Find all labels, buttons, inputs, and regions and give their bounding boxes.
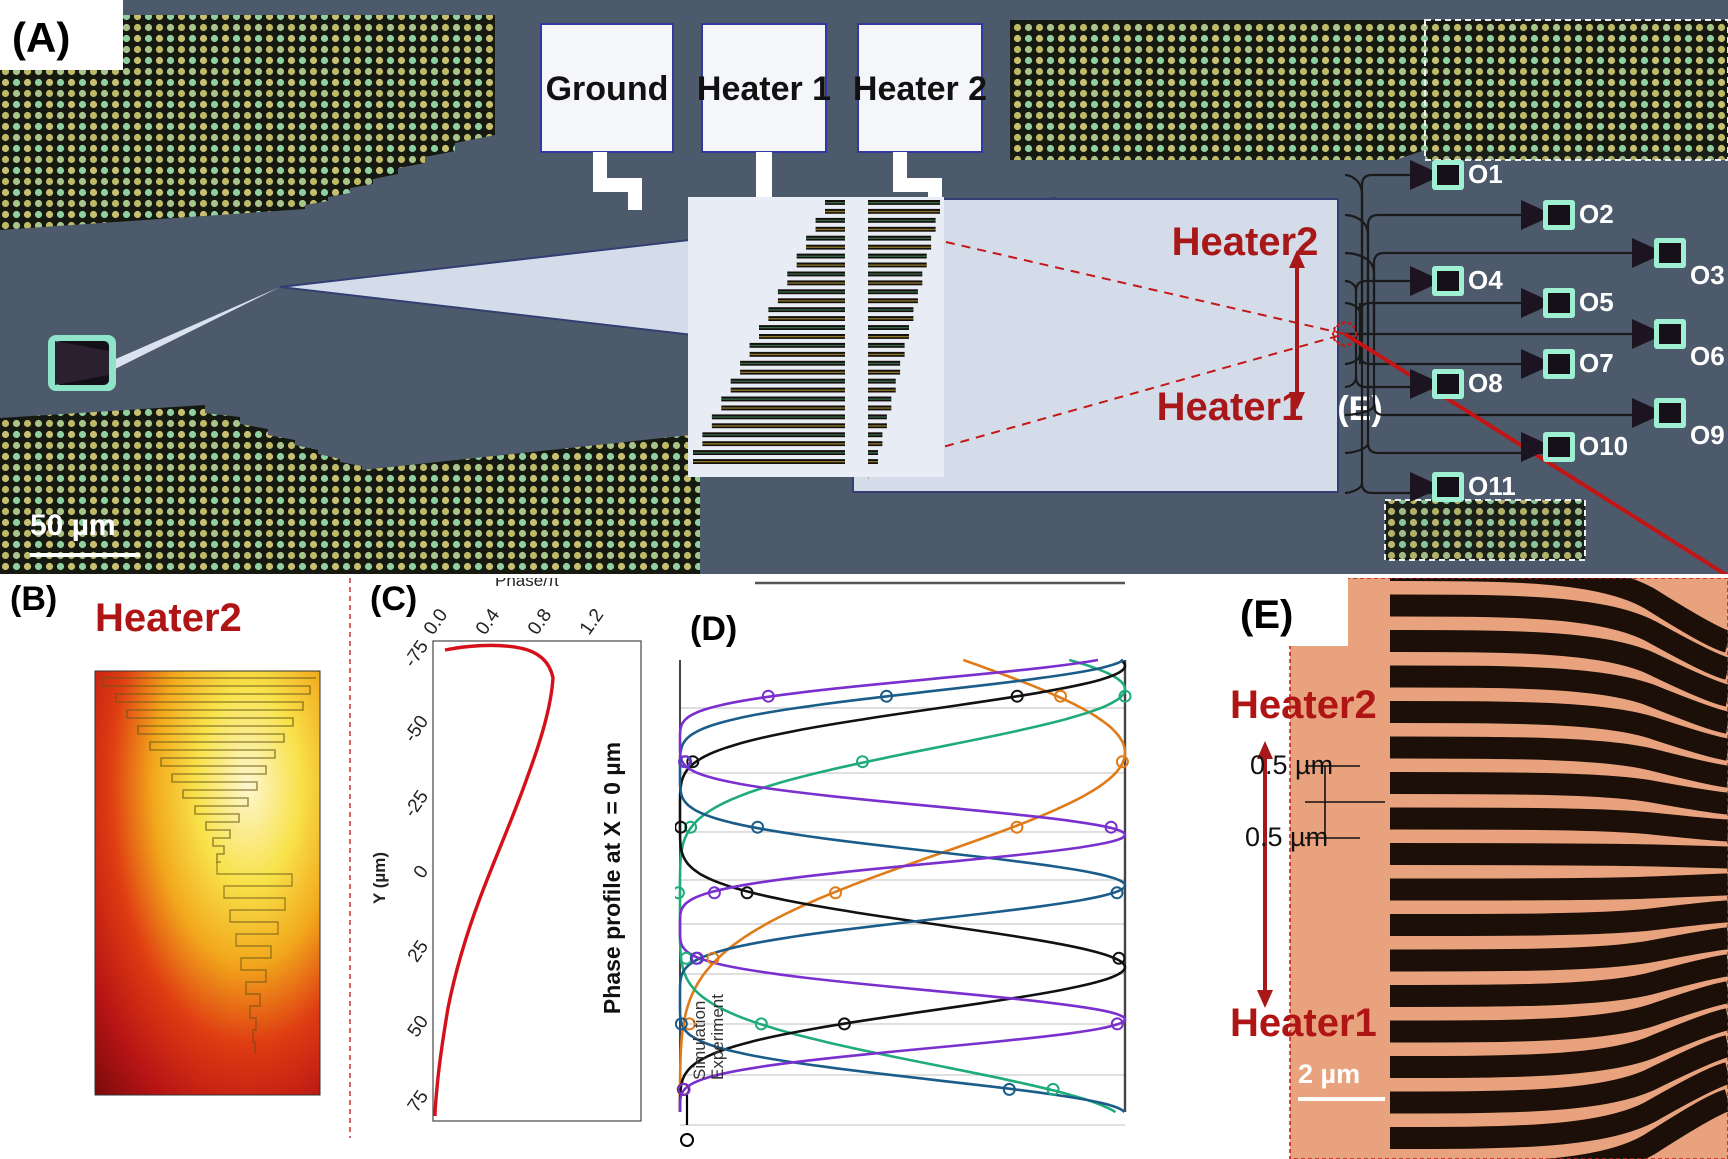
- svg-text:25: 25: [404, 937, 433, 966]
- svg-text:Simulation: Simulation: [690, 1001, 709, 1080]
- svg-text:50: 50: [404, 1012, 433, 1041]
- svg-text:Experiment: Experiment: [708, 994, 727, 1080]
- svg-text:Heater2: Heater2: [1172, 220, 1319, 264]
- svg-text:O5: O5: [1579, 287, 1614, 317]
- svg-text:O11: O11: [1468, 471, 1516, 501]
- svg-text:Phase/π: Phase/π: [495, 578, 560, 590]
- svg-text:Heater1: Heater1: [1230, 1001, 1377, 1045]
- svg-text:Heater 1: Heater 1: [697, 70, 831, 108]
- svg-text:Y (µm): Y (µm): [370, 852, 389, 904]
- svg-text:0.5 µm: 0.5 µm: [1245, 822, 1328, 852]
- svg-text:O9: O9: [1690, 420, 1725, 450]
- svg-text:Heater1: Heater1: [1157, 385, 1304, 429]
- svg-text:O6: O6: [1690, 341, 1725, 371]
- svg-text:1.2: 1.2: [576, 605, 608, 639]
- svg-text:Phase profile at X = 0 µm: Phase profile at X = 0 µm: [599, 742, 625, 1014]
- svg-text:(A): (A): [12, 14, 70, 61]
- svg-text:O4: O4: [1468, 265, 1503, 295]
- svg-text:Heater 2: Heater 2: [853, 70, 987, 108]
- svg-text:Ground: Ground: [546, 70, 669, 108]
- svg-text:O2: O2: [1579, 199, 1614, 229]
- svg-text:O3: O3: [1690, 260, 1725, 290]
- svg-text:-50: -50: [400, 712, 433, 747]
- svg-text:Heater2: Heater2: [1230, 683, 1377, 727]
- svg-text:50 µm: 50 µm: [30, 509, 116, 542]
- svg-text:0.4: 0.4: [472, 605, 505, 639]
- svg-text:O7: O7: [1579, 348, 1614, 378]
- svg-text:2 µm: 2 µm: [1298, 1059, 1360, 1089]
- svg-text:0.8: 0.8: [524, 605, 556, 639]
- svg-text:(E): (E): [1240, 593, 1293, 637]
- svg-text:O8: O8: [1468, 368, 1503, 398]
- svg-text:O1: O1: [1468, 159, 1503, 189]
- svg-text:-75: -75: [400, 637, 433, 672]
- svg-text:(E): (E): [1337, 390, 1382, 428]
- svg-text:0.5 µm: 0.5 µm: [1250, 750, 1333, 780]
- svg-text:0: 0: [410, 862, 433, 883]
- svg-text:0.0: 0.0: [420, 605, 452, 639]
- svg-text:-25: -25: [400, 787, 433, 822]
- svg-text:O10: O10: [1579, 431, 1628, 461]
- svg-text:75: 75: [404, 1087, 433, 1116]
